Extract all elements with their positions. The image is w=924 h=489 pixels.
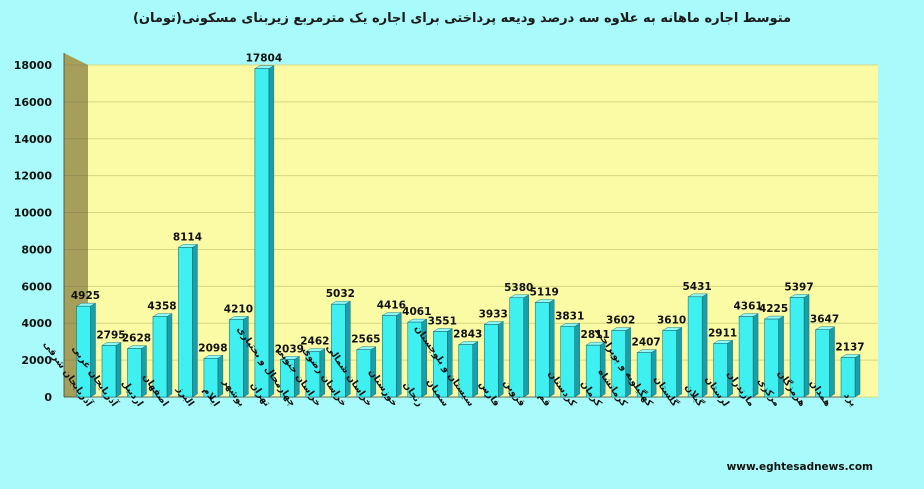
bar <box>203 358 219 398</box>
bar-side <box>523 294 529 398</box>
data-label: 2911 <box>708 327 737 339</box>
bar <box>433 331 448 398</box>
bar-side <box>166 313 173 398</box>
source-label: www.eghtesadnews.com <box>727 461 873 473</box>
y-tick-label: 18000 <box>14 59 53 72</box>
bar <box>636 352 652 398</box>
bar <box>738 316 754 398</box>
bar-side <box>396 312 402 398</box>
bar <box>280 359 295 398</box>
data-label: 5380 <box>504 282 533 294</box>
chart-title: متوسط اجاره ماهانه به علاوه سه درصد ودیع… <box>133 11 791 26</box>
bar-side <box>803 294 810 398</box>
data-label: 2098 <box>198 342 227 354</box>
data-label: 4361 <box>733 301 762 313</box>
bar-side <box>676 327 682 398</box>
data-label: 4925 <box>71 290 100 302</box>
bar <box>815 329 830 398</box>
data-label: 2039 <box>275 343 304 355</box>
bar <box>152 316 168 398</box>
bar <box>662 330 677 398</box>
y-tick-label: 4000 <box>21 317 52 330</box>
bar <box>229 319 244 398</box>
data-label: 2462 <box>300 336 329 348</box>
bar-side <box>829 326 835 398</box>
data-label: 5397 <box>784 281 813 293</box>
data-label: 2795 <box>96 329 125 341</box>
bar <box>101 345 117 398</box>
data-label: 8114 <box>173 231 202 243</box>
bar <box>382 315 397 398</box>
data-label: 2628 <box>122 333 151 345</box>
bar <box>407 321 423 398</box>
data-label: 3647 <box>810 314 839 326</box>
bar-side <box>192 243 198 398</box>
bar <box>840 357 856 398</box>
bar <box>534 302 550 398</box>
y-tick-label: 0 <box>44 391 52 404</box>
data-label: 3610 <box>657 314 686 326</box>
data-label: 4225 <box>759 303 788 315</box>
bar <box>687 296 703 398</box>
bar <box>560 326 575 398</box>
y-tick-label: 6000 <box>21 280 52 293</box>
bar-side <box>650 349 657 398</box>
bar <box>458 344 474 398</box>
data-label: 3831 <box>555 310 584 322</box>
y-tick-label: 10000 <box>14 207 53 220</box>
data-label: 3933 <box>479 308 508 320</box>
data-label: 17804 <box>246 53 283 65</box>
bar-side <box>727 339 733 398</box>
bar <box>585 344 601 398</box>
data-label: 2565 <box>351 334 380 346</box>
bar <box>305 351 321 398</box>
y-tick-label: 2000 <box>21 354 52 367</box>
bar-side <box>115 342 122 398</box>
data-label: 3551 <box>428 316 457 328</box>
bar-side <box>854 354 861 398</box>
data-label: 5119 <box>530 287 559 299</box>
bar <box>356 349 372 398</box>
bar-side <box>217 354 224 398</box>
bar <box>509 297 524 398</box>
y-tick-label: 16000 <box>14 96 53 109</box>
bar <box>76 305 91 398</box>
data-label: 2811 <box>581 329 610 341</box>
y-tick-label: 14000 <box>14 133 53 146</box>
bar <box>764 318 779 398</box>
data-label: 4416 <box>377 300 406 312</box>
data-label: 5431 <box>682 281 711 293</box>
data-label: 4210 <box>224 303 253 315</box>
bar <box>483 324 499 398</box>
bar-side <box>472 341 478 398</box>
bar <box>254 68 270 398</box>
y-tick-label: 8000 <box>21 243 52 256</box>
plot-area: 0 2000 4000 6000 8000 10000 12000 14000 16000 180… <box>14 53 878 409</box>
bar <box>789 297 805 398</box>
bar-side <box>268 65 275 398</box>
bar-side <box>141 345 147 398</box>
bar <box>127 348 142 398</box>
data-label: 2137 <box>835 342 864 354</box>
data-label: 5032 <box>326 288 355 300</box>
data-label: 2843 <box>453 329 482 341</box>
data-label: 3602 <box>606 315 635 327</box>
bar <box>713 343 728 398</box>
bar <box>611 330 626 398</box>
data-label: 4061 <box>402 306 431 318</box>
y-tick-label: 12000 <box>14 170 53 183</box>
bar <box>331 303 346 398</box>
bar <box>178 247 193 398</box>
data-label: 2407 <box>632 337 661 349</box>
data-label: 4358 <box>147 301 176 313</box>
